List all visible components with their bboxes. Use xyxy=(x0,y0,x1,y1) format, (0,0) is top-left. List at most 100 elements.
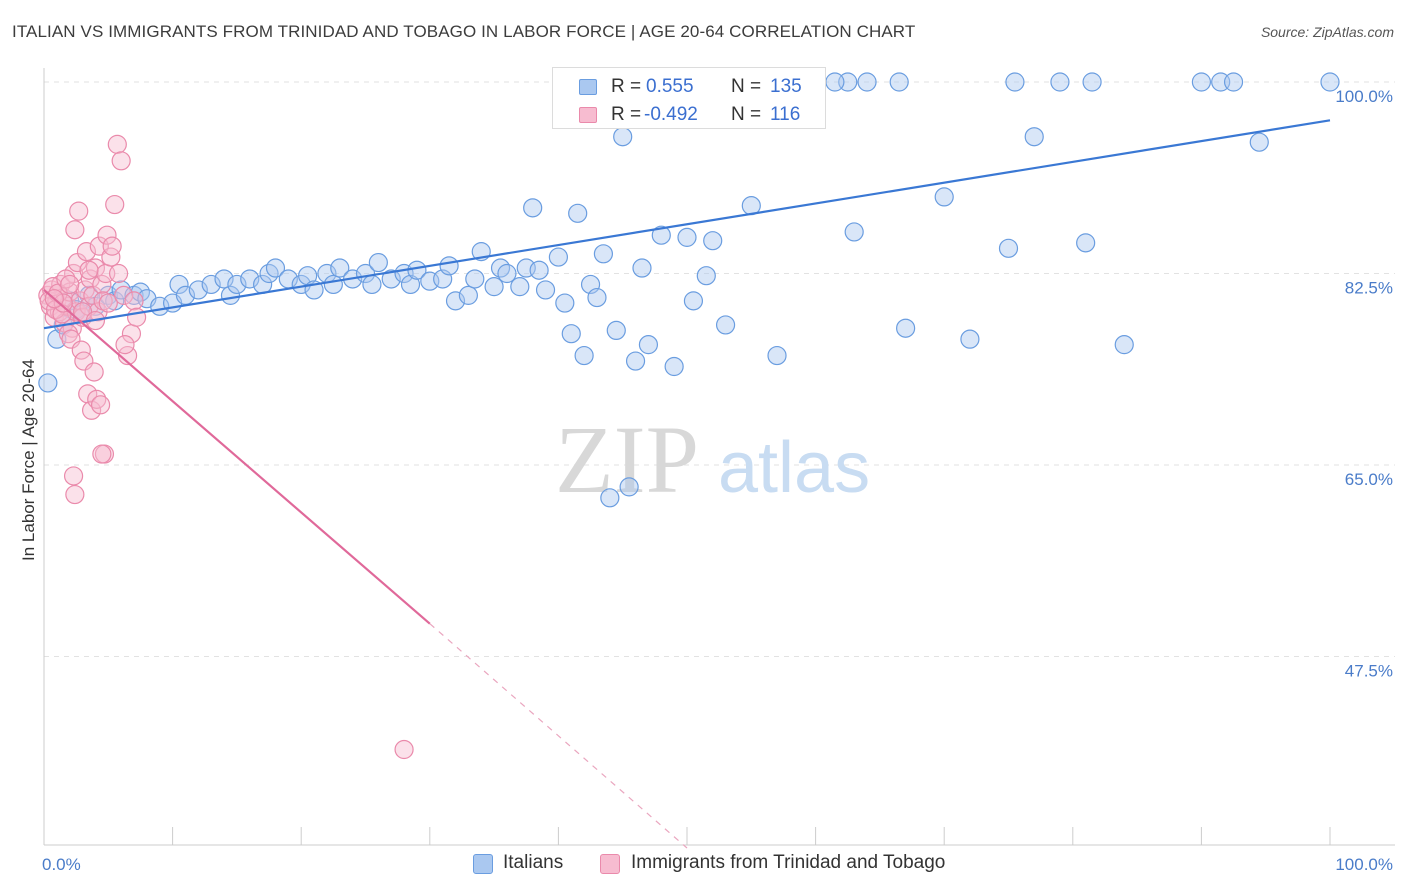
trinidad-point xyxy=(92,444,112,464)
trinidad-point xyxy=(115,335,135,355)
italians-point xyxy=(1082,72,1102,92)
legend-label-italians: Italians xyxy=(503,852,564,873)
italians-point xyxy=(632,258,652,278)
y-axis-label: In Labor Force | Age 20-64 xyxy=(19,359,38,561)
italians-point xyxy=(1191,72,1212,92)
italians-point xyxy=(1076,233,1096,253)
trinidad-point xyxy=(90,395,111,415)
italians-point xyxy=(330,258,350,278)
italians-point xyxy=(587,287,607,308)
trinidad-point xyxy=(79,260,99,280)
legend-label-trinidad: Immigrants from Trinidad and Tobago xyxy=(631,852,946,873)
trend-lines xyxy=(43,119,1331,849)
italians-point xyxy=(600,488,620,508)
n-label: N = xyxy=(731,104,762,125)
x-tick-label: 0.0% xyxy=(42,855,81,874)
italians-point xyxy=(561,324,581,344)
y-tick-label: 82.5% xyxy=(1345,279,1393,298)
trinidad-point xyxy=(69,201,89,221)
italians-point xyxy=(1024,127,1044,147)
trinidad-point xyxy=(107,134,127,154)
italians-point xyxy=(857,72,877,92)
italians-point xyxy=(715,315,736,335)
italians-point xyxy=(960,329,980,349)
italians-point xyxy=(1320,72,1340,92)
legend-swatch-italians xyxy=(579,79,597,95)
italians-point xyxy=(1050,72,1070,92)
r-label: R = xyxy=(611,76,642,97)
italians-trend-line xyxy=(43,119,1331,330)
italians-point xyxy=(510,277,530,297)
n-value: 116 xyxy=(770,104,801,125)
n-label: N = xyxy=(731,76,762,97)
italians-point xyxy=(458,285,478,305)
italians-point xyxy=(529,260,549,280)
legend-row-trinidad: R = -0.492 N = 116 xyxy=(553,99,825,129)
italians-point xyxy=(677,227,697,247)
trinidad-point xyxy=(124,291,144,311)
axes xyxy=(43,68,1395,846)
italians-point xyxy=(523,198,543,218)
italians-point xyxy=(593,244,614,264)
trinidad-point xyxy=(60,274,80,295)
trinidad-trend-line xyxy=(43,289,431,625)
tick-labels: 100.0% 82.5% 65.0% 47.5% 0.0% 100.0% xyxy=(42,87,1393,874)
trinidad-point xyxy=(98,293,118,313)
y-tick-label: 65.0% xyxy=(1345,470,1393,489)
italians-point xyxy=(400,274,421,295)
italians-point xyxy=(606,320,626,341)
italians-point xyxy=(323,274,343,295)
chart-title: ITALIAN VS IMMIGRANTS FROM TRINIDAD AND … xyxy=(12,22,916,41)
trinidad-point xyxy=(92,274,112,295)
trinidad-point xyxy=(78,384,98,404)
italians-point xyxy=(638,335,659,355)
trinidad-point xyxy=(53,293,73,313)
italians-point xyxy=(568,203,588,223)
italians-point xyxy=(465,269,485,289)
italians-point xyxy=(664,356,684,377)
legend-swatch-italians xyxy=(473,854,493,874)
series-legend: Italians Immigrants from Trinidad and To… xyxy=(0,850,1406,878)
trinidad-point xyxy=(84,362,104,382)
italians-point xyxy=(362,274,382,295)
italians-point xyxy=(703,231,723,251)
r-label: R = xyxy=(611,104,642,125)
italians-point xyxy=(683,291,704,311)
italians-point xyxy=(555,293,575,313)
watermark-zip: ZIP xyxy=(555,406,699,513)
italians-point xyxy=(548,247,569,267)
chart-source: Source: ZipAtlas.com xyxy=(1260,24,1394,40)
trinidad-point xyxy=(65,484,85,505)
italians-point xyxy=(844,222,864,242)
italians-point xyxy=(1114,335,1134,355)
trinidad-point xyxy=(126,307,147,327)
r-value: 0.555 xyxy=(646,76,694,97)
italians-point xyxy=(889,72,909,92)
italians-point xyxy=(767,345,787,366)
italians-point xyxy=(934,187,954,207)
italians-point xyxy=(998,238,1019,258)
legend-swatch-trinidad xyxy=(579,107,597,123)
trinidad-point xyxy=(102,236,122,256)
italians-point xyxy=(613,127,633,147)
italians-point xyxy=(38,373,58,393)
r-value: -0.492 xyxy=(644,104,698,125)
trinidad-point xyxy=(65,220,85,240)
trinidad-point xyxy=(81,400,102,420)
trinidad-point xyxy=(63,466,84,486)
trinidad-point xyxy=(394,739,414,760)
trinidad-point xyxy=(111,151,131,171)
italians-point xyxy=(651,225,671,245)
n-value: 135 xyxy=(770,76,802,97)
italians-point xyxy=(825,72,845,92)
italians-point xyxy=(439,256,459,276)
grid-lines xyxy=(44,81,1395,657)
x-tick-label: 100.0% xyxy=(1335,855,1393,874)
italians-point xyxy=(574,345,594,366)
y-tick-label: 100.0% xyxy=(1335,87,1393,106)
trinidad-trend-extension xyxy=(429,623,688,849)
italians-point xyxy=(1249,132,1269,152)
italians-point xyxy=(47,329,67,349)
italians-point xyxy=(535,280,556,300)
